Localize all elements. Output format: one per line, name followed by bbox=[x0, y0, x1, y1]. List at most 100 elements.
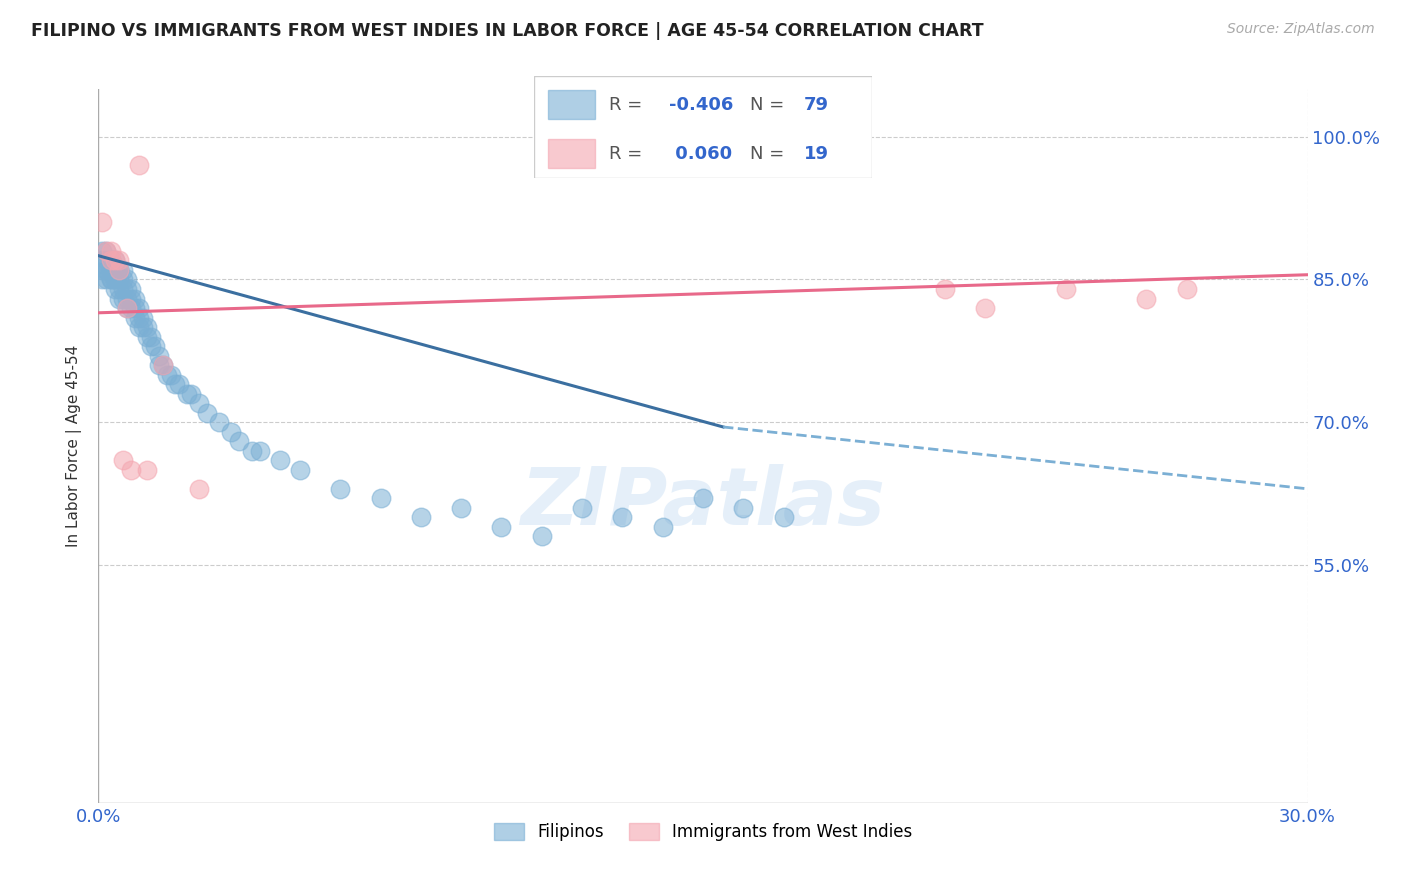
Point bbox=[107, 282, 129, 296]
Point bbox=[176, 386, 198, 401]
Point bbox=[269, 453, 291, 467]
Point bbox=[195, 406, 218, 420]
Point bbox=[571, 500, 593, 515]
Point bbox=[167, 377, 190, 392]
Point bbox=[143, 339, 166, 353]
Point bbox=[111, 453, 134, 467]
Point bbox=[107, 263, 129, 277]
Point bbox=[221, 425, 243, 439]
Point bbox=[132, 320, 155, 334]
Point bbox=[160, 368, 183, 382]
Point bbox=[240, 443, 263, 458]
Point bbox=[135, 329, 157, 343]
Point bbox=[409, 510, 432, 524]
Point bbox=[100, 253, 122, 268]
Text: -0.406: -0.406 bbox=[669, 95, 734, 113]
Point bbox=[124, 301, 146, 315]
Point bbox=[370, 491, 392, 506]
Point bbox=[111, 272, 134, 286]
Point bbox=[152, 358, 174, 372]
Text: Source: ZipAtlas.com: Source: ZipAtlas.com bbox=[1227, 22, 1375, 37]
Point bbox=[1135, 292, 1157, 306]
FancyBboxPatch shape bbox=[534, 76, 872, 178]
Text: 19: 19 bbox=[804, 145, 830, 162]
Point bbox=[188, 482, 211, 496]
Point bbox=[100, 253, 122, 268]
Point bbox=[107, 263, 129, 277]
Point bbox=[91, 244, 114, 258]
Point bbox=[156, 368, 179, 382]
Point bbox=[103, 282, 125, 296]
Point bbox=[1175, 282, 1198, 296]
Point bbox=[91, 253, 114, 268]
Point bbox=[96, 253, 118, 268]
Point bbox=[107, 253, 129, 268]
Point bbox=[100, 263, 122, 277]
Point bbox=[152, 358, 174, 372]
Point bbox=[139, 339, 162, 353]
Point bbox=[96, 244, 118, 258]
Point bbox=[934, 282, 956, 296]
Point bbox=[100, 253, 122, 268]
Point bbox=[128, 158, 150, 172]
Text: N =: N = bbox=[751, 145, 790, 162]
Point bbox=[120, 292, 142, 306]
Point bbox=[128, 310, 150, 325]
Point bbox=[651, 520, 673, 534]
Legend: Filipinos, Immigrants from West Indies: Filipinos, Immigrants from West Indies bbox=[486, 816, 920, 848]
Point bbox=[107, 292, 129, 306]
Point bbox=[180, 386, 202, 401]
Point bbox=[329, 482, 352, 496]
Text: N =: N = bbox=[751, 95, 790, 113]
Point bbox=[733, 500, 755, 515]
Text: 0.060: 0.060 bbox=[669, 145, 733, 162]
Text: R =: R = bbox=[609, 145, 648, 162]
Point bbox=[91, 272, 114, 286]
Point bbox=[96, 263, 118, 277]
Point bbox=[103, 272, 125, 286]
FancyBboxPatch shape bbox=[548, 90, 595, 119]
Point bbox=[124, 292, 146, 306]
Point bbox=[111, 292, 134, 306]
Point bbox=[208, 415, 231, 429]
Point bbox=[107, 272, 129, 286]
Point bbox=[96, 244, 118, 258]
Point bbox=[115, 272, 138, 286]
Point bbox=[249, 443, 271, 458]
Point bbox=[120, 463, 142, 477]
Point bbox=[491, 520, 513, 534]
Point bbox=[692, 491, 714, 506]
Point bbox=[115, 282, 138, 296]
Point bbox=[100, 244, 122, 258]
Point bbox=[111, 282, 134, 296]
Point bbox=[91, 215, 114, 229]
Point bbox=[772, 510, 794, 524]
Point bbox=[148, 349, 170, 363]
Point bbox=[103, 272, 125, 286]
Point bbox=[124, 310, 146, 325]
Point bbox=[100, 263, 122, 277]
Point bbox=[128, 301, 150, 315]
Point bbox=[974, 301, 997, 315]
Point bbox=[188, 396, 211, 410]
Point bbox=[139, 329, 162, 343]
Point bbox=[135, 463, 157, 477]
Point bbox=[612, 510, 634, 524]
Text: R =: R = bbox=[609, 95, 648, 113]
Point bbox=[103, 253, 125, 268]
Point bbox=[135, 320, 157, 334]
Point bbox=[96, 263, 118, 277]
Text: ZIPatlas: ZIPatlas bbox=[520, 464, 886, 542]
Point bbox=[111, 263, 134, 277]
Point bbox=[228, 434, 250, 449]
Point bbox=[132, 310, 155, 325]
Point bbox=[91, 263, 114, 277]
Point bbox=[100, 272, 122, 286]
Point bbox=[115, 301, 138, 315]
Point bbox=[115, 301, 138, 315]
Point bbox=[115, 292, 138, 306]
Point bbox=[107, 263, 129, 277]
Point bbox=[120, 301, 142, 315]
Text: FILIPINO VS IMMIGRANTS FROM WEST INDIES IN LABOR FORCE | AGE 45-54 CORRELATION C: FILIPINO VS IMMIGRANTS FROM WEST INDIES … bbox=[31, 22, 984, 40]
FancyBboxPatch shape bbox=[548, 139, 595, 168]
